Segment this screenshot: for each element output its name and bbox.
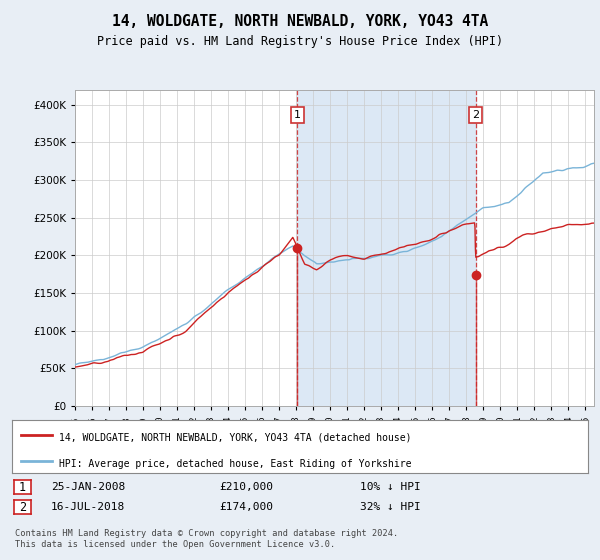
Text: 16-JUL-2018: 16-JUL-2018 — [51, 502, 125, 512]
Text: 25-JAN-2008: 25-JAN-2008 — [51, 482, 125, 492]
Text: 14, WOLDGATE, NORTH NEWBALD, YORK, YO43 4TA (detached house): 14, WOLDGATE, NORTH NEWBALD, YORK, YO43 … — [59, 432, 412, 442]
Text: £210,000: £210,000 — [219, 482, 273, 492]
Text: Price paid vs. HM Land Registry's House Price Index (HPI): Price paid vs. HM Land Registry's House … — [97, 35, 503, 48]
Text: HPI: Average price, detached house, East Riding of Yorkshire: HPI: Average price, detached house, East… — [59, 459, 412, 469]
Text: 2: 2 — [19, 501, 26, 514]
Text: 2: 2 — [472, 110, 479, 120]
Text: Contains HM Land Registry data © Crown copyright and database right 2024.
This d: Contains HM Land Registry data © Crown c… — [15, 529, 398, 549]
Text: 14, WOLDGATE, NORTH NEWBALD, YORK, YO43 4TA: 14, WOLDGATE, NORTH NEWBALD, YORK, YO43 … — [112, 14, 488, 29]
Text: 10% ↓ HPI: 10% ↓ HPI — [360, 482, 421, 492]
Text: £174,000: £174,000 — [219, 502, 273, 512]
Text: 1: 1 — [294, 110, 301, 120]
Text: 1: 1 — [19, 482, 26, 494]
Text: 32% ↓ HPI: 32% ↓ HPI — [360, 502, 421, 512]
